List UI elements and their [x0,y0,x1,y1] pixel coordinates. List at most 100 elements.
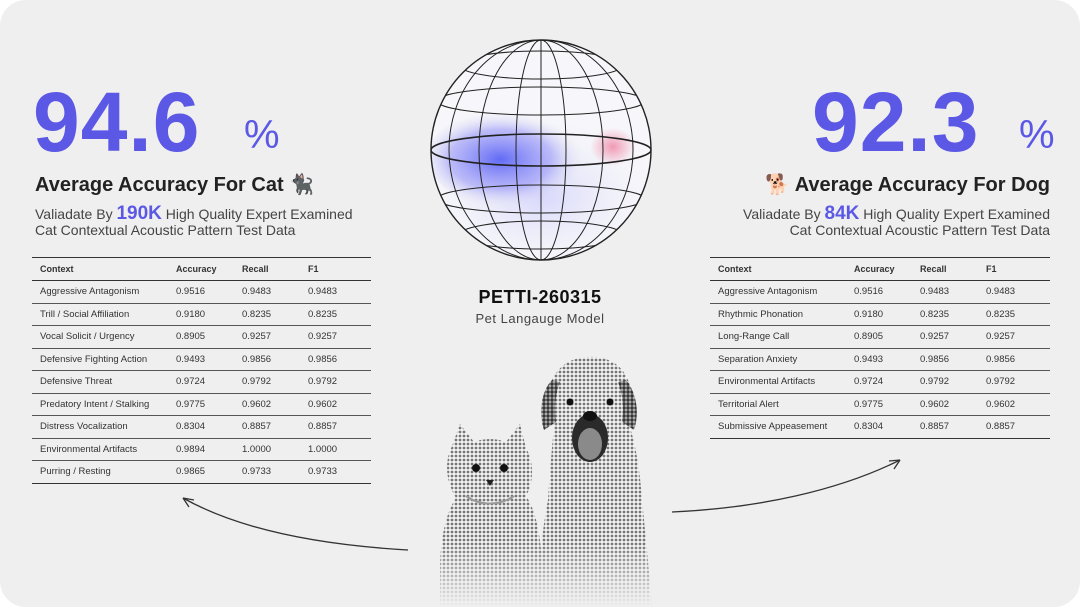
column-header: Recall [912,257,978,281]
cat-accuracy-unit: % [244,113,280,157]
table-row: Environmental Artifacts 0.9894 1.0000 1.000… [32,438,371,461]
table-cell: 0.9257 [300,325,371,349]
arrow-to-dog-table [671,459,901,513]
table-cell: 0.9724 [846,370,912,394]
table-cell: Submissive Appeasement [710,415,846,439]
table-row: Vocal Solicit / Urgency 0.8905 0.9257 0.925… [32,325,371,349]
cat-figure [440,424,542,607]
model-name: PETTI-260315 [478,287,602,307]
table-cell: 0.8905 [168,325,234,349]
dog-sample-count: 84K [824,203,860,224]
table-row: Submissive Appeasement 0.8304 0.8857 0.8857 [710,415,1050,439]
table-cell: 0.9602 [234,393,300,416]
column-header: Context [32,257,168,281]
table-cell: 0.8304 [846,415,912,439]
table-cell: 0.9775 [168,393,234,416]
table-cell: 1.0000 [234,438,300,461]
arrow-to-cat-table [182,497,409,551]
table-cell: 0.9257 [234,325,300,349]
table-cell: Vocal Solicit / Urgency [32,325,168,349]
cat-validation-text: Valiadate By 190K High Quality Expert Ex… [35,203,353,238]
table-cell: 0.9733 [300,460,371,484]
table-row: Aggressive Antagonism 0.9516 0.9483 0.9483 [710,280,1050,304]
column-header: Accuracy [168,257,234,281]
table-cell: 0.9602 [912,393,978,416]
table-cell: 0.9483 [978,280,1050,304]
table-cell: Predatory Intent / Stalking [32,393,168,416]
table-cell: 0.9180 [168,303,234,326]
table-cell: 0.9733 [234,460,300,484]
dog-sub-prefix: Valiadate By [743,206,825,222]
table-cell: 0.9775 [846,393,912,416]
table-cell: 0.9602 [978,393,1050,416]
table-cell: 0.8857 [234,415,300,439]
dog-figure [539,356,652,607]
table-cell: 0.8235 [912,303,978,326]
table-cell: 0.9493 [168,348,234,371]
table-cell: 0.9602 [300,393,371,416]
table-cell: 0.9894 [168,438,234,461]
table-cell: 0.9792 [234,370,300,394]
table-cell: Defensive Threat [32,370,168,394]
table-cell: 0.8905 [846,325,912,349]
table-cell: 0.8857 [978,415,1050,439]
table-cell: 0.9856 [912,348,978,371]
dog-accuracy-value: 92.3 [812,75,980,169]
table-cell: Long-Range Call [710,325,846,349]
table-cell: 0.9493 [846,348,912,371]
table-header-row: Context Accuracy Recall F1 [32,257,371,281]
table-cell: Aggressive Antagonism [32,280,168,304]
table-cell: Trill / Social Affiliation [32,303,168,326]
table-cell: 0.9792 [978,370,1050,394]
table-cell: Environmental Artifacts [32,438,168,461]
dog-validation-text: Valiadate By 84K High Quality Expert Exa… [743,203,1050,238]
table-cell: Territorial Alert [710,393,846,416]
table-cell: 0.8857 [300,415,371,439]
cat-and-dog-illustration [440,356,652,607]
table-row: Predatory Intent / Stalking 0.9775 0.9602 0… [32,393,371,416]
table-cell: 1.0000 [300,438,371,461]
table-cell: 0.9257 [912,325,978,349]
table-cell: Separation Anxiety [710,348,846,371]
cat-sub-suffix: High Quality Expert Examined [161,206,353,222]
table-cell: Defensive Fighting Action [32,348,168,371]
table-header-row: Context Accuracy Recall F1 [710,257,1050,281]
cat-sample-count: 190K [116,203,162,224]
table-row: Separation Anxiety 0.9493 0.9856 0.9856 [710,348,1050,371]
table-cell: 0.9865 [168,460,234,484]
column-header: F1 [978,257,1050,281]
column-header: Recall [234,257,300,281]
table-cell: 0.8235 [978,303,1050,326]
table-cell: 0.9257 [978,325,1050,349]
table-cell: Distress Vocalization [32,415,168,439]
table-cell: 0.9724 [168,370,234,394]
column-header: Accuracy [846,257,912,281]
table-row: Purring / Resting 0.9865 0.9733 0.9733 [32,460,371,484]
table-row: Rhythmic Phonation 0.9180 0.8235 0.8235 [710,303,1050,326]
dog-accuracy-title: 🐕 Average Accuracy For Dog [765,174,1050,196]
table-row: Long-Range Call 0.8905 0.9257 0.9257 [710,325,1050,349]
dog-accuracy-unit: % [1019,113,1055,157]
cat-metrics-table: Context Accuracy Recall F1 Aggressive Antag… [32,257,371,484]
table-cell: 0.9856 [234,348,300,371]
table-cell: 0.9483 [912,280,978,304]
dog-sub-suffix: High Quality Expert Examined [859,206,1050,222]
table-cell: 0.9483 [234,280,300,304]
table-cell: 0.9856 [300,348,371,371]
table-row: Environmental Artifacts 0.9724 0.9792 0.979… [710,370,1050,394]
table-cell: 0.9856 [978,348,1050,371]
table-cell: 0.8857 [912,415,978,439]
table-cell: 0.8235 [300,303,371,326]
table-cell: 0.9516 [846,280,912,304]
table-cell: Environmental Artifacts [710,370,846,394]
model-subtitle: Pet Langauge Model [475,311,605,326]
table-row: Aggressive Antagonism 0.9516 0.9483 0.9483 [32,280,371,304]
table-cell: 0.9180 [846,303,912,326]
table-row: Defensive Fighting Action 0.9493 0.9856 0.9… [32,348,371,371]
column-header: F1 [300,257,371,281]
globe-wireframe-graphic [430,39,652,261]
table-cell: Aggressive Antagonism [710,280,846,304]
cat-accuracy-value: 94.6 [33,75,201,169]
table-cell: Rhythmic Phonation [710,303,846,326]
